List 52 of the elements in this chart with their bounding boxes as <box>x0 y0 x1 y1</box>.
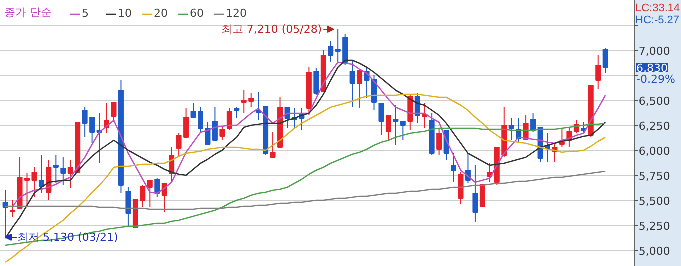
y-tick-label: 7,000 <box>638 45 670 58</box>
candlestick <box>38 155 44 194</box>
candlestick <box>226 108 232 131</box>
candlestick <box>328 41 334 63</box>
candlestick <box>147 180 153 208</box>
text: HC:-5.27 <box>636 14 680 26</box>
y-tick-label: 5,500 <box>638 195 670 208</box>
candlestick <box>559 128 565 148</box>
candlestick <box>154 178 160 198</box>
candlestick <box>10 200 16 218</box>
candlestick <box>357 70 363 109</box>
candlestick <box>530 113 536 133</box>
candlestick <box>480 184 486 207</box>
legend-label: 60 <box>190 7 205 20</box>
candlestick <box>436 128 442 156</box>
candlestick <box>393 105 399 146</box>
candlestick <box>270 132 276 158</box>
candlestick <box>400 121 406 141</box>
y-tick-label: 6,500 <box>638 95 670 108</box>
candlestick <box>234 107 240 119</box>
candlestick <box>596 55 602 90</box>
candlestick <box>205 122 211 146</box>
candlestick <box>111 102 117 121</box>
y-tick-label: 6,000 <box>638 145 670 158</box>
candlestick <box>60 157 66 186</box>
y-tick-label: 5,000 <box>638 245 670 258</box>
candlestick <box>602 48 608 74</box>
candlestick <box>314 68 320 96</box>
legend-label: 10 <box>118 7 133 20</box>
candlestick <box>212 107 218 141</box>
legend-label: 20 <box>154 7 169 20</box>
y-tick-label: 6,250 <box>638 120 670 133</box>
text: 6,830 <box>636 62 668 75</box>
candlestick <box>220 127 226 141</box>
candlestick <box>2 190 8 238</box>
legend-label: 120 <box>226 7 247 20</box>
candlestick <box>53 155 59 184</box>
annotation: 최고 7,210 (05/28) <box>221 23 322 36</box>
candlestick <box>508 118 514 141</box>
text: LC:33.14 <box>636 2 680 14</box>
candlestick <box>350 60 356 108</box>
candlestick <box>386 115 392 141</box>
line-series <box>12 62 606 208</box>
legend-title: 종가 단순 <box>4 6 52 19</box>
candlestick <box>472 165 478 223</box>
text: -0.29% <box>636 73 676 86</box>
candlestick <box>126 187 132 228</box>
legend-label: 5 <box>82 7 90 20</box>
candlestick <box>451 153 457 183</box>
y-tick-label: 5,250 <box>638 220 670 233</box>
candlestick <box>378 103 384 136</box>
y-tick-label: 5,750 <box>638 170 670 183</box>
